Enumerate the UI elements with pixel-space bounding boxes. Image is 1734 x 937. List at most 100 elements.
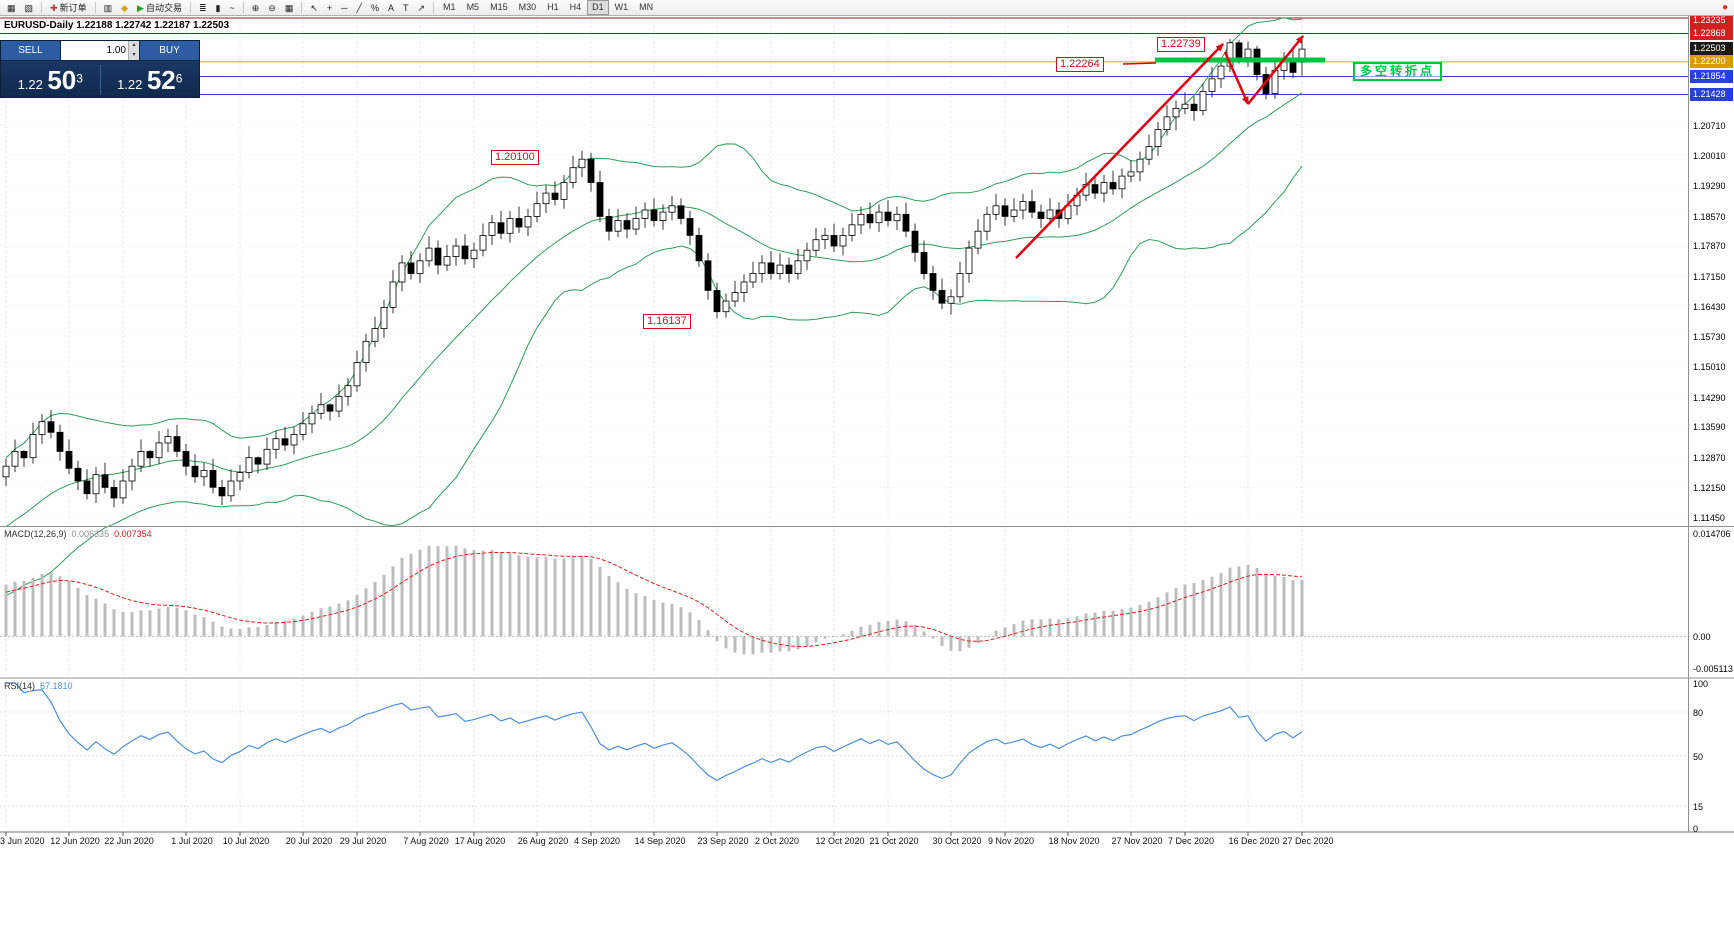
date-label: 12 Oct 2020 (815, 836, 865, 846)
toolbar-separator (189, 2, 191, 13)
price-annotation: 1.20100 (491, 150, 539, 165)
macd-value: 0.006335 (71, 529, 110, 539)
arrow-tool-icon-glyph: ↗ (417, 2, 426, 13)
volume-input[interactable] (61, 41, 128, 60)
cursor-icon-glyph: ↖ (310, 2, 318, 13)
new-order-glyph: ✚ (50, 2, 58, 13)
fibonacci-tool-icon[interactable]: % (367, 0, 383, 16)
date-label: 14 Sep 2020 (634, 836, 686, 846)
date-label: 27 Dec 2020 (1282, 836, 1334, 846)
volume-up-button[interactable]: ▴ (128, 41, 139, 51)
toolbar: ▦ ▧ ✚ 新订单 ▥ ◆ ▶ 自动交易 ≣ ▮ ~ ⊕ ⊖ ▦ ↖ + ─ ╱% A T ↗ M1 M5 M15 M30 H1 H… (0, 0, 1734, 16)
price-annotation: 1.22739 (1157, 37, 1205, 52)
date-label: 7 Dec 2020 (1167, 836, 1215, 846)
price-scale-marker: 1.21428 (1690, 88, 1733, 101)
profiles-icon[interactable]: ▧ (21, 0, 38, 16)
price-scale-tick: 1.17150 (1693, 271, 1726, 282)
price-scale-tick: 1.13590 (1693, 422, 1726, 433)
timeframe-w1-button[interactable]: W1 (614, 2, 629, 12)
trendline-tool-icon[interactable]: ╱ (353, 0, 366, 16)
sell-price[interactable]: 1.22 503 (1, 65, 100, 96)
zoom-out-icon[interactable]: ⊖ (264, 0, 280, 16)
text-tool-icon[interactable]: A (384, 0, 398, 16)
price-scale-tick: 1.20710 (1693, 120, 1726, 131)
toolbar-separator (94, 2, 96, 13)
date-label: 30 Oct 2020 (932, 836, 982, 846)
buy-button[interactable]: BUY (139, 41, 199, 60)
price-scale-tick: 1.18570 (1693, 211, 1726, 222)
buy-price-big: 52 (146, 64, 176, 95)
trendline-tool-icon-glyph: ╱ (356, 2, 362, 13)
macd-indicator-label: MACD(12,26,9) 0.006335 0.007354 (4, 529, 152, 539)
charts-grid-icon-glyph: ▥ (103, 2, 113, 13)
price-scale[interactable]: 1.20710 1.20010 1.19290 1.18570 1.17870 1.171… (1689, 0, 1734, 832)
tile-windows-icon[interactable]: ▦ (281, 0, 298, 16)
date-label: 29 Jul 2020 (339, 836, 387, 846)
tile-windows-icon-glyph: ▦ (284, 2, 294, 13)
trade-panel-controls: SELL ▴ ▾ BUY (1, 41, 199, 61)
price-scale-marker: 1.23235 (1690, 14, 1733, 27)
timeframe-d1-button[interactable]: D1 (587, 0, 609, 15)
new-order-button-label: 新订单 (59, 3, 87, 13)
timeframe-h4-button[interactable]: H4 (569, 2, 582, 12)
trade-panel-prices: 1.22 503 1.22 526 (1, 61, 199, 99)
bar-chart-type-icon[interactable]: ≣ (195, 0, 211, 16)
date-label: 17 Aug 2020 (454, 836, 506, 846)
sell-price-prefix: 1.22 (17, 76, 43, 92)
arrow-tool-icon[interactable]: ↗ (414, 0, 430, 16)
toolbar-separator (242, 2, 244, 13)
alert-status-icon[interactable]: ● (1721, 1, 1728, 13)
price-scale-marker: 1.21854 (1690, 69, 1733, 83)
hline-tool-icon-glyph: ─ (341, 2, 348, 13)
date-label: 23 Sep 2020 (697, 836, 749, 846)
crosshair-icon[interactable]: + (323, 0, 336, 16)
date-label: 21 Oct 2020 (869, 836, 919, 846)
date-label: 2 Oct 2020 (754, 836, 800, 846)
zoom-in-icon[interactable]: ⊕ (248, 0, 264, 16)
label-tool-icon[interactable]: T (399, 0, 413, 16)
date-label: 20 Jul 2020 (285, 836, 333, 846)
autotrading-button[interactable]: ▶ 自动交易 (133, 0, 186, 16)
price-scale-tick: 1.14290 (1693, 392, 1726, 403)
date-label: 7 Aug 2020 (403, 836, 449, 846)
date-label: 22 Jun 2020 (104, 836, 154, 846)
macd-signal-value: 0.007354 (114, 529, 152, 539)
volume-field: ▴ ▾ (61, 41, 139, 60)
date-label: 3 Jun 2020 (0, 836, 45, 846)
new-order-button[interactable]: ✚ 新订单 (46, 0, 91, 16)
timeframe-h1-button[interactable]: H1 (547, 2, 559, 12)
date-label: 4 Sep 2020 (573, 836, 621, 846)
favorites-icon-glyph: ◆ (121, 2, 129, 13)
timeframe-m5-button[interactable]: M5 (466, 2, 480, 12)
new-chart-icon[interactable]: ▦ (3, 0, 20, 16)
toolbar-separator (433, 2, 435, 13)
toolbar-separator (301, 2, 303, 13)
sell-button[interactable]: SELL (1, 41, 61, 60)
hline-tool-icon[interactable]: ─ (337, 0, 351, 16)
price-scale-tick: 1.17870 (1693, 241, 1726, 252)
favorites-icon[interactable]: ◆ (117, 0, 132, 16)
rsi-scale-tick: 15 (1693, 802, 1704, 813)
profiles-icon-glyph: ▧ (24, 2, 34, 13)
buy-price-prefix: 1.22 (117, 76, 143, 92)
timeframe-m30-button[interactable]: M30 (518, 2, 537, 12)
volume-down-button[interactable]: ▾ (128, 50, 139, 60)
timeframe-m15-button[interactable]: M15 (490, 2, 508, 12)
rsi-name: RSI(14) (4, 681, 36, 691)
price-scale-marker: 1.22200 (1690, 55, 1733, 69)
trade-panel-divider (99, 65, 101, 95)
candlestick-chart-type-icon[interactable]: ▮ (212, 0, 225, 16)
toolbar-separator (41, 2, 43, 13)
timeframe-m1-button[interactable]: M1 (443, 2, 456, 12)
buy-price[interactable]: 1.22 526 (101, 65, 200, 96)
text-tool-icon-glyph: A (387, 2, 394, 13)
charts-grid-icon[interactable]: ▥ (100, 0, 117, 16)
zoom-out-icon-glyph: ⊖ (268, 2, 276, 13)
line-chart-type-icon[interactable]: ~ (225, 0, 238, 16)
timeframe-mn-button[interactable]: MN (639, 2, 654, 12)
cursor-icon[interactable]: ↖ (306, 0, 322, 16)
label-tool-icon-glyph: T (403, 2, 409, 13)
rsi-scale-tick: 100 (1693, 679, 1709, 689)
